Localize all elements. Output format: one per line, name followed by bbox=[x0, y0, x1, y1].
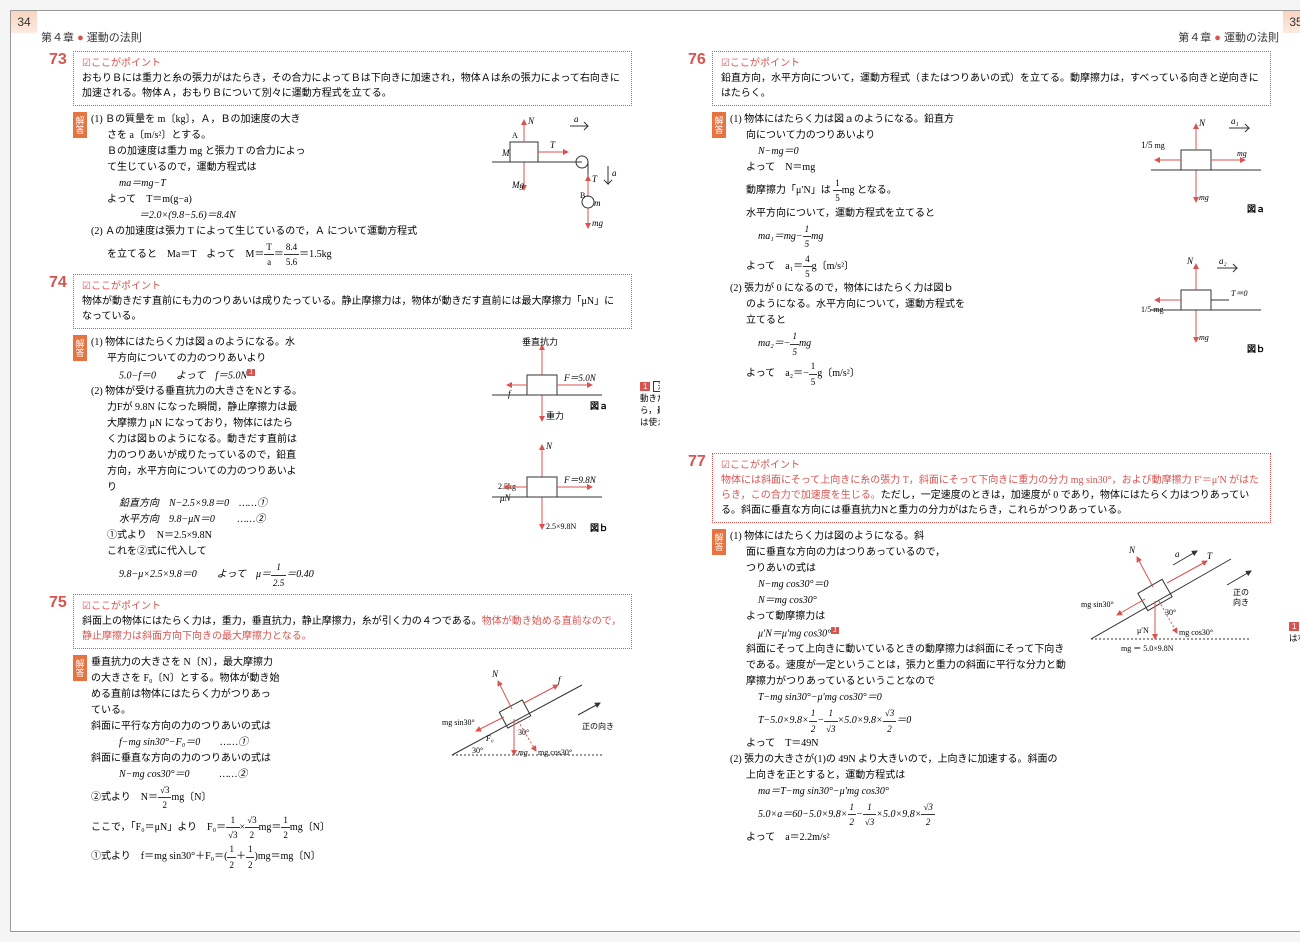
svg-text:a₂: a₂ bbox=[1219, 256, 1227, 266]
svg-text:a: a bbox=[574, 114, 579, 124]
svg-text:2.5×9.8N: 2.5×9.8N bbox=[546, 522, 577, 531]
answer-badge: 解答 bbox=[73, 112, 87, 138]
point-box: ☑ここがポイント 斜面上の物体にはたらく力は，重力，垂直抗力，静止摩擦力，糸が引… bbox=[73, 594, 632, 649]
svg-text:正の: 正の bbox=[1233, 588, 1249, 597]
svg-text:垂直抗力: 垂直抗力 bbox=[522, 336, 558, 347]
problem-73: 73 ☑ここがポイント おもりＢには重力と糸の張力がはたらき，その合力によってＢ… bbox=[49, 51, 632, 270]
figure-77: N T a mg sin30° mg cos30° μ′N bbox=[1081, 529, 1271, 659]
svg-text:f: f bbox=[508, 389, 512, 399]
figure-74b: N 2.5kg F＝9.8N μN 2.5×9.8N 図ｂ bbox=[472, 435, 612, 535]
svg-text:M: M bbox=[501, 148, 510, 158]
svg-text:30°: 30° bbox=[472, 746, 483, 755]
svg-text:mg: mg bbox=[1199, 193, 1209, 202]
svg-text:N: N bbox=[1198, 118, 1206, 128]
svg-text:m: m bbox=[594, 198, 601, 208]
svg-text:1/5 mg: 1/5 mg bbox=[1141, 140, 1165, 150]
svg-text:f: f bbox=[558, 675, 562, 685]
figure-73: M A N T Mg a bbox=[482, 112, 632, 232]
svg-text:図ｂ: 図ｂ bbox=[590, 523, 608, 533]
svg-text:N: N bbox=[1186, 256, 1194, 266]
svg-text:mg: mg bbox=[1199, 333, 1209, 342]
svg-text:mg: mg bbox=[518, 748, 528, 757]
svg-text:Mg: Mg bbox=[511, 180, 524, 190]
point-box: ☑ここがポイント おもりＢには重力と糸の張力がはたらき，その合力によってＢは下向… bbox=[73, 51, 632, 106]
svg-text:T＝0: T＝0 bbox=[1231, 289, 1247, 298]
svg-text:T: T bbox=[592, 174, 598, 184]
figure-74a: 垂直抗力 F＝5.0N f 重力 図ａ bbox=[472, 335, 612, 425]
problem-77: 77 ☑ここがポイント 物体には斜面にそって上向きに糸の張力 T，斜面にそって下… bbox=[688, 453, 1271, 846]
chapter-header-right: 第４章 ● 運動の法則 bbox=[688, 29, 1279, 45]
svg-text:B: B bbox=[580, 191, 585, 200]
right-page: 35 第４章 ● 運動の法則 76 ☑ここがポイント 鉛直方向，水平方向について… bbox=[660, 11, 1300, 931]
svg-text:T: T bbox=[550, 140, 556, 150]
svg-text:a₁: a₁ bbox=[1231, 116, 1239, 126]
svg-text:向き: 向き bbox=[1233, 597, 1249, 607]
svg-text:μ′N: μ′N bbox=[1137, 626, 1149, 635]
sidenote-74: 1 注 力Fが5.0Nのときは動きだす直前ではないから，最大摩擦力の式「μN」は… bbox=[640, 381, 660, 429]
problem-number: 76 bbox=[688, 51, 712, 389]
point-box: ☑ここがポイント 鉛直方向，水平方向について，運動方程式（またはつりあいの式）を… bbox=[712, 51, 1271, 106]
page-spread: 34 第４章 ● 運動の法則 73 ☑ここがポイント おもりＢには重力と糸の張力… bbox=[10, 10, 1300, 932]
left-page: 34 第４章 ● 運動の法則 73 ☑ここがポイント おもりＢには重力と糸の張力… bbox=[11, 11, 660, 931]
page-number-left: 34 bbox=[11, 11, 37, 33]
point-box: ☑ここがポイント 物体には斜面にそって上向きに糸の張力 T，斜面にそって下向きに… bbox=[712, 453, 1271, 523]
svg-text:mg cos30°: mg cos30° bbox=[538, 748, 572, 757]
svg-text:A: A bbox=[512, 131, 518, 140]
sidenote-77: 1 注 動摩擦力はμ′mg ではないことに注意する。 bbox=[1289, 621, 1300, 645]
answer-badge: 解答 bbox=[73, 655, 87, 681]
svg-text:mg: mg bbox=[592, 218, 603, 228]
svg-text:mg sin30°: mg sin30° bbox=[1081, 600, 1114, 609]
problem-number: 73 bbox=[49, 51, 73, 270]
svg-text:N: N bbox=[1128, 545, 1136, 555]
answer-badge: 解答 bbox=[712, 529, 726, 555]
svg-text:図ａ: 図ａ bbox=[1247, 204, 1265, 214]
problem-number: 74 bbox=[49, 274, 73, 590]
svg-text:N: N bbox=[527, 116, 535, 126]
svg-text:mg ＝ 5.0×9.8N: mg ＝ 5.0×9.8N bbox=[1121, 644, 1174, 653]
point-box: ☑ここがポイント 物体が動きだす直前にも力のつりあいは成りたっている。静止摩擦力… bbox=[73, 274, 632, 329]
chapter-header-left: 第４章 ● 運動の法則 bbox=[41, 29, 632, 45]
svg-text:N: N bbox=[545, 441, 553, 451]
figure-75: N f mg sin30° mg mg cos30° F₀ 30° bbox=[442, 655, 622, 775]
svg-text:mg sin30°: mg sin30° bbox=[442, 718, 475, 727]
svg-text:mg cos30°: mg cos30° bbox=[1179, 628, 1213, 637]
problem-76: 76 ☑ここがポイント 鉛直方向，水平方向について，運動方程式（またはつりあいの… bbox=[688, 51, 1271, 389]
figure-76a: N 1/5 mg mg mg a₁ 図ａ bbox=[1141, 112, 1271, 222]
svg-text:重力: 重力 bbox=[546, 410, 564, 421]
answer-badge: 解答 bbox=[712, 112, 726, 138]
svg-text:図ａ: 図ａ bbox=[590, 401, 608, 411]
answer-badge: 解答 bbox=[73, 335, 87, 361]
svg-text:F＝5.0N: F＝5.0N bbox=[563, 373, 597, 383]
problem-number: 77 bbox=[688, 453, 712, 846]
svg-text:a: a bbox=[1175, 549, 1180, 559]
page-number-right: 35 bbox=[1283, 11, 1300, 33]
problem-75: 75 ☑ここがポイント 斜面上の物体にはたらく力は，重力，垂直抗力，静止摩擦力，… bbox=[49, 594, 632, 872]
svg-text:図ｂ: 図ｂ bbox=[1247, 344, 1265, 354]
problem-74: 74 ☑ここがポイント 物体が動きだす直前にも力のつりあいは成りたっている。静止… bbox=[49, 274, 632, 590]
svg-text:T: T bbox=[1207, 551, 1213, 561]
svg-text:F₀: F₀ bbox=[485, 734, 494, 743]
svg-text:mg: mg bbox=[1237, 149, 1247, 158]
problem-number: 75 bbox=[49, 594, 73, 872]
svg-text:a: a bbox=[612, 168, 617, 178]
figure-76b: N 1/5 mg T＝0 mg a₂ 図ｂ bbox=[1141, 252, 1271, 362]
svg-text:μN: μN bbox=[499, 493, 512, 503]
svg-text:F＝9.8N: F＝9.8N bbox=[563, 475, 597, 485]
svg-text:30°: 30° bbox=[518, 728, 529, 737]
svg-text:正の向き: 正の向き bbox=[582, 721, 614, 731]
svg-text:30°: 30° bbox=[1165, 608, 1176, 617]
svg-text:N: N bbox=[491, 669, 499, 679]
